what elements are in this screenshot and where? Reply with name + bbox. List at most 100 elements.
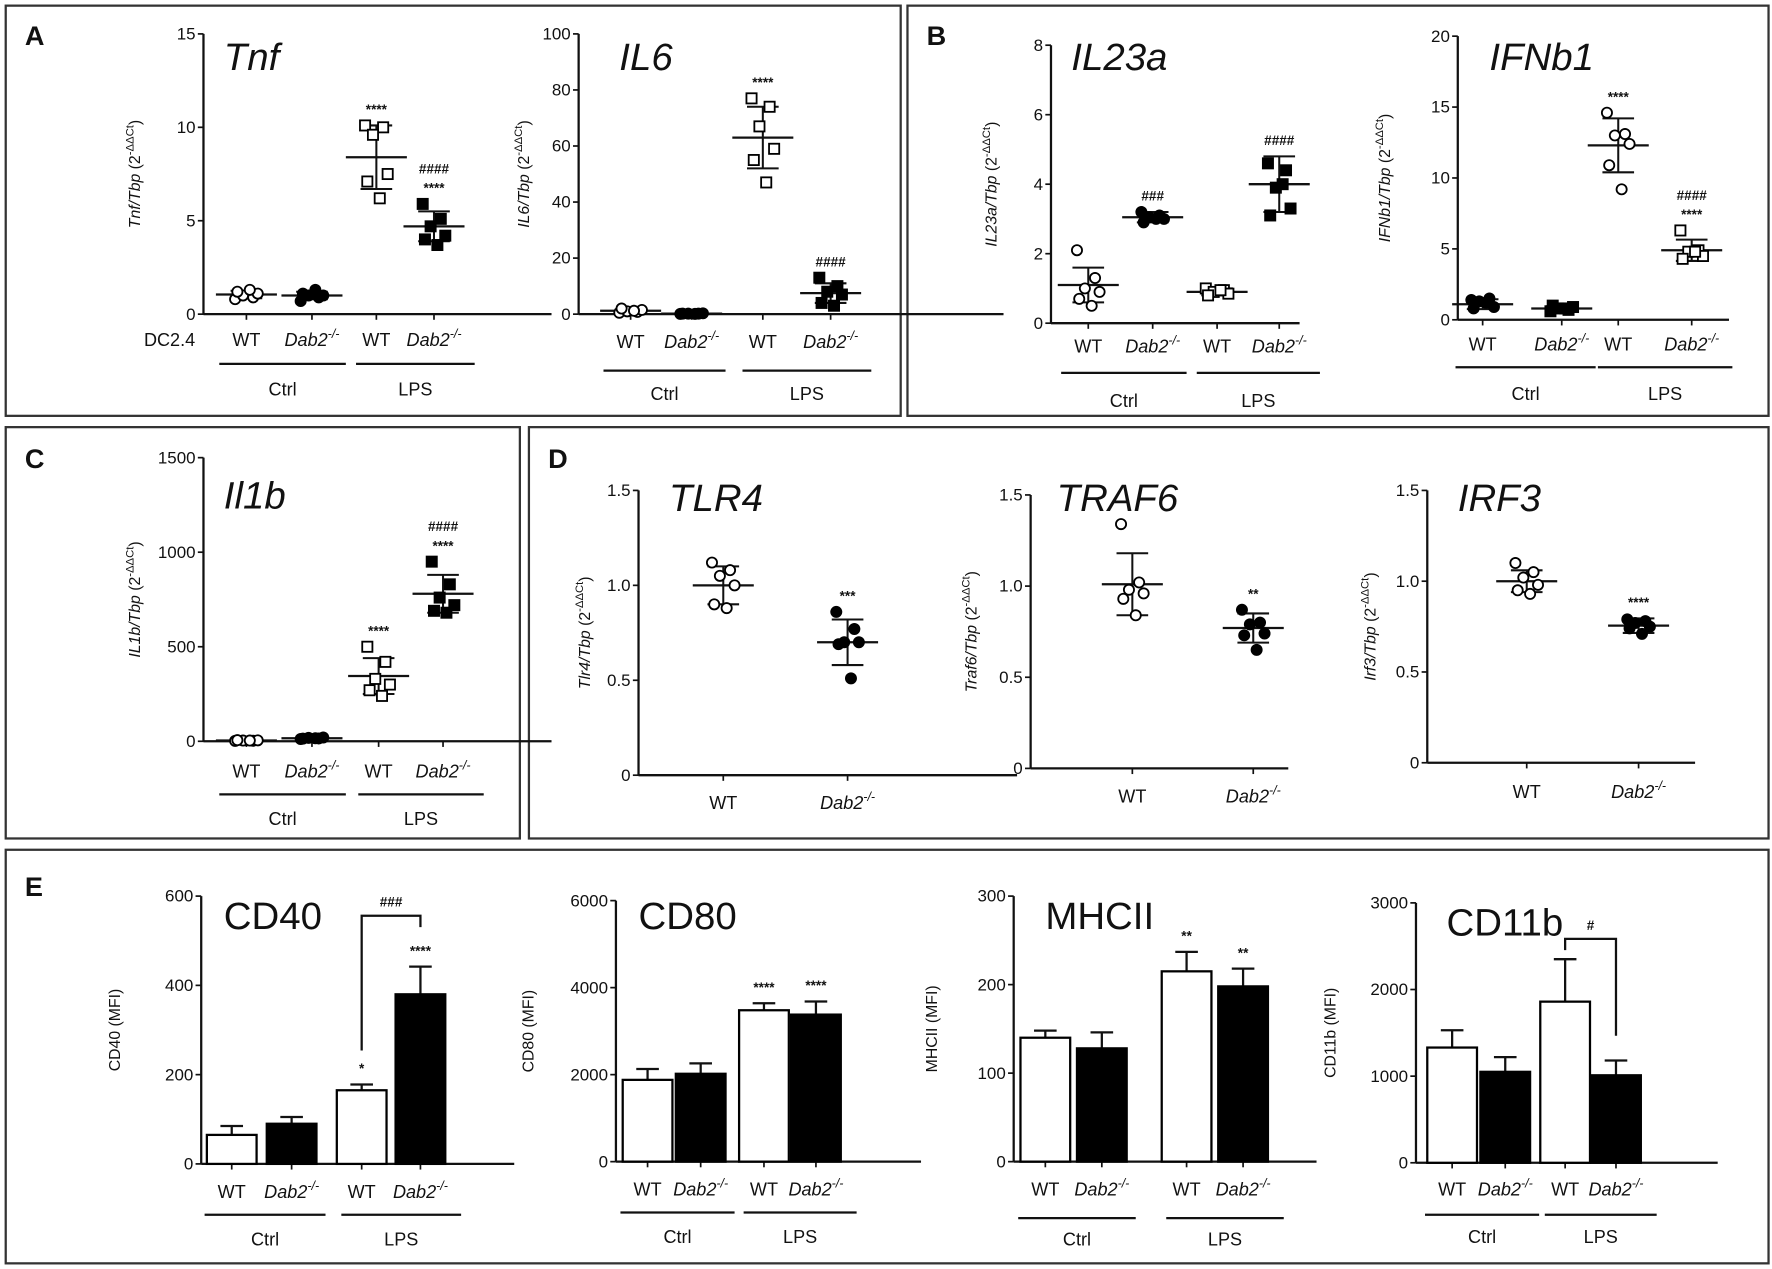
- significance-label: ***: [840, 589, 857, 604]
- group-label: LPS: [783, 1227, 817, 1247]
- y-label-close: ): [1362, 572, 1379, 577]
- panel-d: D: [527, 426, 1770, 840]
- y-tick-label: 10: [177, 118, 196, 137]
- significance-label: ###: [1141, 189, 1164, 204]
- y-label-unit: (2: [127, 155, 144, 173]
- y-axis-label: IL1b/Tbp (2-ΔΔCt): [124, 541, 144, 657]
- category-name: Dab2: [664, 332, 707, 352]
- category-name: Dab2: [1074, 1180, 1117, 1200]
- data-point: [231, 285, 244, 298]
- bar: [674, 1072, 727, 1163]
- x-tick-label: Dab2-/-: [1664, 331, 1719, 354]
- y-tick-label: 1.5: [607, 481, 631, 500]
- category-superscript: -/-: [846, 329, 858, 343]
- panel-frame: [527, 426, 1770, 840]
- data-point: [381, 168, 394, 181]
- data-point: [1238, 629, 1251, 642]
- y-label-superscript: -ΔΔCt: [124, 546, 136, 577]
- category-superscript: -/-: [459, 759, 471, 773]
- chart-title: IRF3: [1458, 477, 1542, 520]
- significance-label: ****: [1681, 207, 1703, 222]
- y-label-unit: CD11b (MFI): [1323, 988, 1340, 1078]
- panel-letter: A: [25, 20, 45, 51]
- panel-frame: [906, 4, 1770, 417]
- data-point: [1559, 302, 1572, 315]
- series-group: [281, 731, 343, 746]
- data-point: [813, 271, 826, 284]
- x-tick-label: WT: [1604, 334, 1632, 354]
- series-group: [1452, 292, 1514, 315]
- data-point: [443, 578, 456, 591]
- category-name: Dab2: [1216, 1180, 1259, 1200]
- data-point: [768, 142, 781, 155]
- data-point: [379, 655, 392, 668]
- data-point: [243, 283, 256, 296]
- data-point: [1280, 164, 1293, 177]
- category-name: WT: [1203, 337, 1231, 357]
- y-tick-label: 1000: [1370, 1067, 1408, 1086]
- category-superscript: -/-: [1168, 334, 1180, 348]
- y-tick-label: 0.5: [607, 671, 631, 690]
- y-label-gene: IFNb1/Tbp: [1377, 167, 1394, 242]
- category-name: Dab2: [284, 761, 327, 781]
- data-point: [1137, 216, 1150, 229]
- group-label: LPS: [790, 384, 824, 404]
- category-name: WT: [1074, 337, 1102, 357]
- x-tick-label: Dab2-/-: [1125, 334, 1180, 357]
- data-point: [373, 192, 386, 205]
- series-group: [348, 640, 410, 702]
- x-tick-label: Dab2-/-: [1478, 1177, 1533, 1200]
- category-name: Dab2: [820, 793, 863, 813]
- data-point: [317, 289, 330, 302]
- series-group: [345, 119, 407, 205]
- x-tick-label: Dab2-/-: [1589, 1177, 1644, 1200]
- y-label-unit: (2: [577, 612, 594, 630]
- chart-title: TLR4: [669, 477, 763, 520]
- x-tick-label: Dab2-/-: [264, 1179, 319, 1202]
- x-tick-label: Dab2-/-: [1226, 783, 1281, 806]
- category-name: Dab2: [416, 761, 459, 781]
- category-superscript: -/-: [328, 759, 340, 773]
- data-point: [828, 299, 841, 312]
- category-superscript: -/-: [328, 327, 340, 341]
- data-point: [1608, 129, 1621, 142]
- group-label: Ctrl: [269, 809, 297, 829]
- data-point: [1480, 296, 1493, 309]
- significance-bracket: [360, 914, 422, 1051]
- category-superscript: -/-: [1269, 783, 1281, 797]
- y-label-unit: MHCII (MFI): [924, 985, 941, 1072]
- y-tick-label: 2000: [570, 1065, 608, 1084]
- bar: [205, 1133, 258, 1166]
- data-point: [1546, 299, 1559, 312]
- category-name: Dab2: [673, 1180, 716, 1200]
- y-tick-label: 1.0: [1396, 572, 1420, 591]
- significance-label: *: [359, 1061, 365, 1076]
- category-superscript: -/-: [1118, 1177, 1130, 1191]
- data-point: [708, 598, 721, 611]
- bar: [1589, 1074, 1642, 1164]
- category-superscript: -/-: [436, 1179, 448, 1193]
- y-label-close: ): [127, 541, 144, 546]
- data-point: [1635, 627, 1648, 640]
- y-tick-label: 0.5: [1396, 663, 1420, 682]
- significance-label: ****: [1608, 89, 1630, 104]
- group-label: LPS: [384, 1229, 418, 1249]
- y-axis-label: Traf6/Tbp (2-ΔΔCt): [961, 571, 981, 692]
- y-label-superscript: -ΔΔCt: [981, 126, 993, 157]
- significance-label: ****: [752, 75, 774, 90]
- chart-title: Tnf: [224, 36, 283, 79]
- data-point: [1643, 620, 1656, 633]
- category-name: Dab2: [803, 332, 846, 352]
- y-label-unit: (2: [963, 606, 980, 624]
- data-point: [1254, 616, 1267, 629]
- x-tick-label: Dab2-/-: [284, 327, 339, 350]
- data-point: [724, 564, 737, 577]
- bar: [1479, 1070, 1532, 1164]
- y-tick-label: 400: [165, 976, 193, 995]
- x-tick-label: Dab2-/-: [284, 759, 339, 782]
- y-axis-label: IL23a/Tbp (2-ΔΔCt): [981, 122, 1001, 247]
- y-tick-label: 20: [552, 249, 571, 268]
- y-tick-label: 0.5: [999, 668, 1023, 687]
